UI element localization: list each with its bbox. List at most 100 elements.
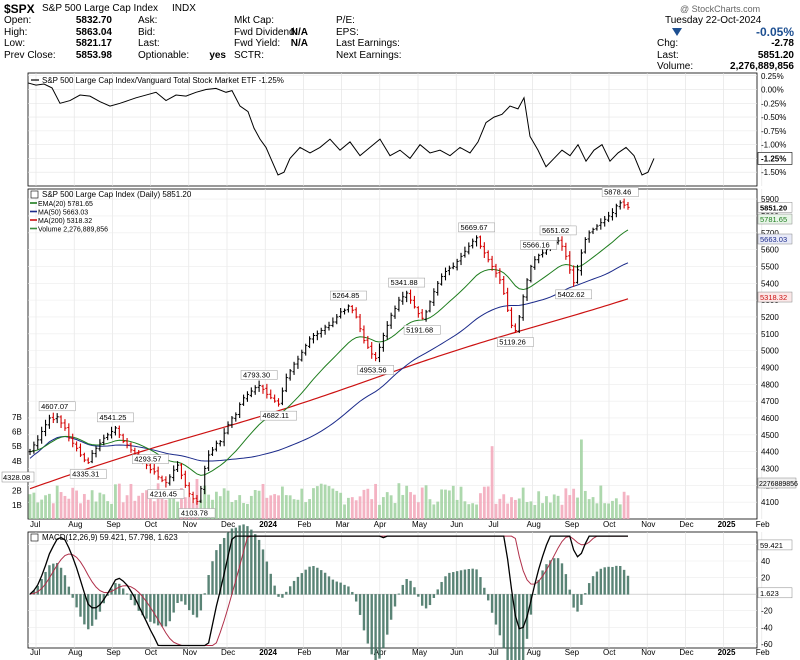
y-tick-label: -0.75% xyxy=(761,127,786,136)
y-tick-label: 5400 xyxy=(761,279,779,288)
volume-bar xyxy=(51,503,55,519)
x-tick-label: Dec xyxy=(679,648,693,657)
macd-histogram-bar xyxy=(323,572,327,595)
macd-histogram-bar xyxy=(87,594,90,630)
macd-histogram-bar xyxy=(226,532,230,595)
volume-bar xyxy=(323,484,327,519)
macd-histogram-bar xyxy=(129,594,133,601)
macd-histogram-bar xyxy=(211,561,214,595)
volume-bar xyxy=(242,503,245,519)
y-tick-label: 4600 xyxy=(761,414,779,423)
macd-histogram-bar xyxy=(560,563,564,595)
macd-histogram-bar xyxy=(622,569,626,595)
macd-histogram-bar xyxy=(490,594,494,613)
macd-histogram-bar xyxy=(98,594,102,612)
volume-bar xyxy=(312,488,315,519)
volume-bar xyxy=(603,503,607,519)
price-title: S&P 500 Large Cap Index (Daily) 5851.20 xyxy=(42,190,192,199)
volume-bar xyxy=(428,499,432,519)
volume-bar xyxy=(583,490,587,519)
volume-bar xyxy=(67,498,71,519)
macd-histogram-bar xyxy=(137,594,140,611)
left-price-tag xyxy=(1,471,35,483)
x-tick-label: Nov xyxy=(183,520,197,529)
macd-histogram-bar xyxy=(312,566,315,595)
y-tick-label: -60 xyxy=(761,640,773,649)
price-annotation: 4103.78 xyxy=(181,509,208,518)
macd-histogram-bar xyxy=(417,594,420,597)
quote-value: yes xyxy=(209,49,226,61)
y-tick-label: -0.25% xyxy=(761,99,786,108)
y-tick-label: -1.50% xyxy=(761,168,786,177)
volume-bar xyxy=(315,486,319,519)
macd-histogram-bar xyxy=(347,586,350,595)
x-tick-label: Oct xyxy=(603,648,616,657)
volume-bar xyxy=(28,494,32,519)
volume-bar xyxy=(486,486,490,519)
price-annotation: 4793.30 xyxy=(243,370,270,379)
macd-histogram-bar xyxy=(405,579,408,595)
volume-bar xyxy=(362,489,366,519)
x-tick-label: Sep xyxy=(106,520,121,529)
volume-bar xyxy=(94,501,98,519)
volume-axis-label: 1B xyxy=(12,501,22,510)
volume-bar xyxy=(463,501,467,519)
macd-histogram-bar xyxy=(277,594,280,597)
price-annotation: 5191.68 xyxy=(406,325,433,334)
quote-value: 5851.20 xyxy=(757,49,794,61)
volume-bar xyxy=(432,504,436,519)
volume-tag-label: 2276889856 xyxy=(759,481,798,488)
volume-bar xyxy=(148,498,152,519)
volume-bar xyxy=(90,490,94,519)
quote-label: EPS: xyxy=(336,26,359,38)
volume-bar xyxy=(455,499,459,519)
price-annotation: 5264.85 xyxy=(332,291,359,300)
y-tick-label: 5200 xyxy=(761,313,779,322)
quote-value: 5832.70 xyxy=(75,15,112,26)
price-annotation: 5651.62 xyxy=(542,226,569,235)
volume-bar xyxy=(393,503,397,519)
volume-axis-label: 2B xyxy=(12,486,22,495)
macd-histogram-bar xyxy=(71,594,74,598)
price-annotation: 5566.16 xyxy=(523,240,550,249)
volume-bar xyxy=(424,485,428,519)
macd-histogram-bar xyxy=(316,567,319,595)
x-tick-label: Sep xyxy=(106,648,121,657)
volume-bar xyxy=(347,497,350,519)
annotation-box xyxy=(260,410,297,421)
price-annotation: 4607.07 xyxy=(41,402,68,411)
volume-bar xyxy=(405,485,409,519)
macd-histogram-bar xyxy=(55,562,59,595)
volume-bar xyxy=(152,501,156,519)
volume-bar xyxy=(521,487,525,519)
macd-histogram-bar xyxy=(607,566,610,595)
price-annotation: 5119.26 xyxy=(499,338,526,347)
volume-bar xyxy=(308,499,311,519)
volume-bar xyxy=(234,500,238,519)
macd-histogram-bar xyxy=(63,575,67,595)
macd-histogram-bar xyxy=(475,569,478,595)
volume-bar xyxy=(214,491,218,519)
macd-histogram-bar xyxy=(366,594,370,644)
quote-label: P/E: xyxy=(336,15,355,26)
y-tick-label: 4800 xyxy=(761,380,779,389)
macd-histogram-bar xyxy=(370,594,373,655)
macd-histogram-bar xyxy=(580,594,583,605)
quote-label: Last: xyxy=(138,38,160,49)
volume-bar xyxy=(339,492,343,519)
price-annotation: 4541.25 xyxy=(99,413,126,422)
x-tick-label: Oct xyxy=(145,648,158,657)
x-tick-label: Dec xyxy=(221,648,235,657)
x-tick-label: 2024 xyxy=(259,520,277,529)
price-annotation: 4953.56 xyxy=(359,365,386,374)
macd-histogram-bar xyxy=(59,567,63,595)
macd-histogram-bar xyxy=(374,594,377,660)
macd-histogram-bar xyxy=(207,575,210,595)
macd-histogram-bar xyxy=(94,594,98,620)
macd-histogram-bar xyxy=(331,579,335,595)
macd-histogram-bar xyxy=(514,594,517,660)
value-tag xyxy=(757,587,793,599)
volume-bar xyxy=(552,494,556,519)
volume-bar xyxy=(253,490,257,519)
y-tick-label: 5700 xyxy=(761,229,779,238)
